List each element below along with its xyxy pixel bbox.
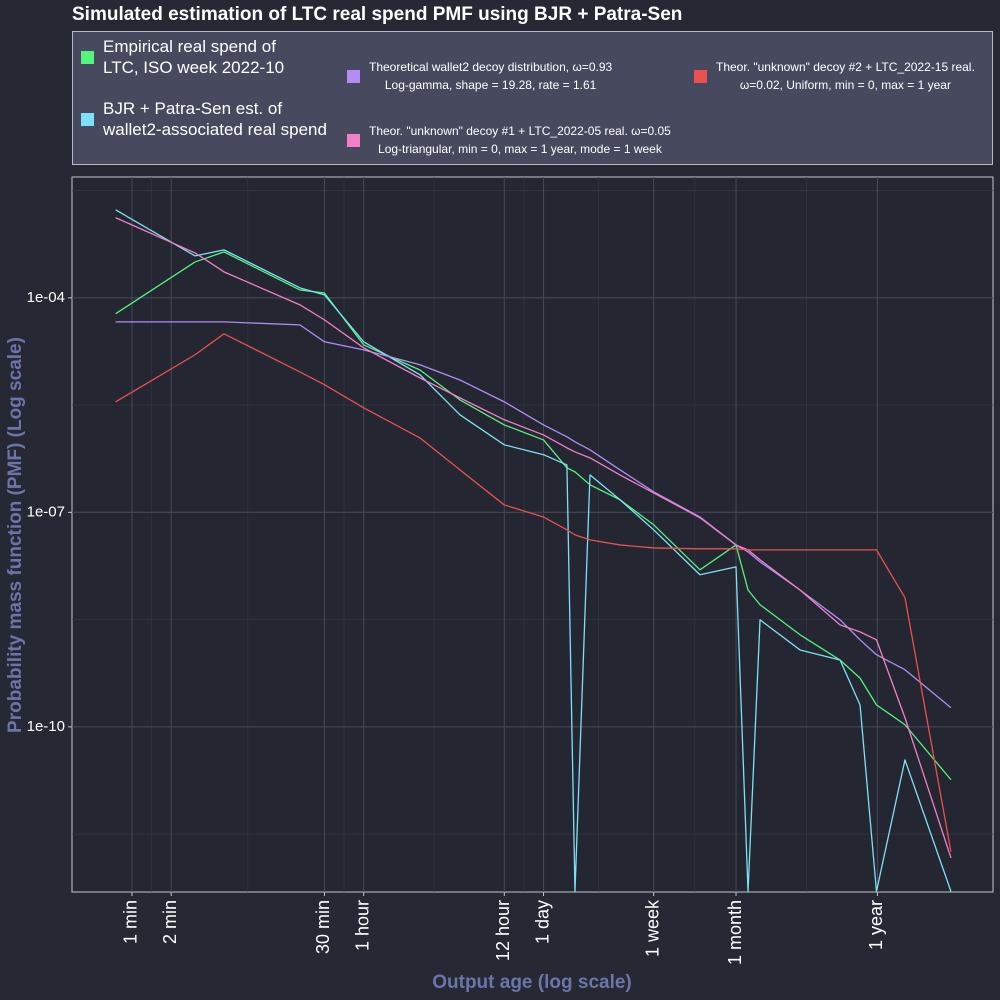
x-tick-label: 1 month — [725, 900, 745, 965]
y-tick-label: 1e-04 — [27, 289, 65, 306]
y-axis-label: Probability mass function (PMF) (Log sca… — [5, 337, 26, 733]
legend-label: Theor. "unknown" decoy #1 + LTC_2022-05 … — [369, 124, 671, 156]
x-tick-label: 12 hour — [493, 900, 513, 961]
legend: Empirical real spend of LTC, ISO week 20… — [72, 31, 993, 165]
chart-title: Simulated estimation of LTC real spend P… — [72, 4, 682, 25]
series-line — [115, 209, 952, 892]
lines — [115, 209, 952, 892]
legend-key — [347, 133, 360, 147]
plot-panel — [71, 176, 994, 893]
legend-key — [694, 69, 707, 83]
x-tick-label: 1 hour — [352, 900, 372, 951]
legend-label: Theor. "unknown" decoy #2 + LTC_2022-15 … — [716, 60, 975, 92]
x-tick-label: 1 year — [866, 900, 886, 950]
legend-key — [81, 112, 94, 126]
y-tick-label: 1e-10 — [27, 718, 65, 735]
series-line — [115, 217, 952, 859]
legend-label: BJR + Patra-Sen est. of wallet2-associat… — [103, 99, 327, 139]
axes: 1e-04 1e-07 1e-10 1 min 2 min 30 min 1 hour 12 … — [27, 289, 887, 965]
x-tick-label: 1 day — [532, 900, 552, 944]
x-tick-label: 2 min — [160, 900, 180, 944]
legend-label: Empirical real spend of LTC, ISO week 20… — [103, 37, 285, 77]
x-tick-label: 1 min — [121, 900, 141, 944]
x-tick-label: 30 min — [313, 900, 333, 954]
legend-label: Theoretical wallet2 decoy distribution, … — [369, 60, 613, 92]
series-line — [115, 321, 952, 709]
legend-entry: Theor. "unknown" decoy #2 + LTC_2022-15 … — [694, 58, 975, 94]
legend-key — [347, 69, 360, 83]
legend-entry: BJR + Patra-Sen est. of wallet2-associat… — [81, 98, 327, 140]
series-line — [115, 333, 952, 852]
x-tick-label: 1 week — [642, 899, 662, 957]
legend-entry: Theor. "unknown" decoy #1 + LTC_2022-05 … — [347, 122, 671, 158]
grid — [72, 177, 993, 892]
x-axis-label: Output age (log scale) — [432, 972, 632, 993]
legend-key — [81, 50, 94, 64]
legend-entry: Theoretical wallet2 decoy distribution, … — [347, 58, 612, 94]
y-tick-label: 1e-07 — [27, 503, 65, 520]
legend-entry: Empirical real spend of LTC, ISO week 20… — [81, 36, 284, 78]
